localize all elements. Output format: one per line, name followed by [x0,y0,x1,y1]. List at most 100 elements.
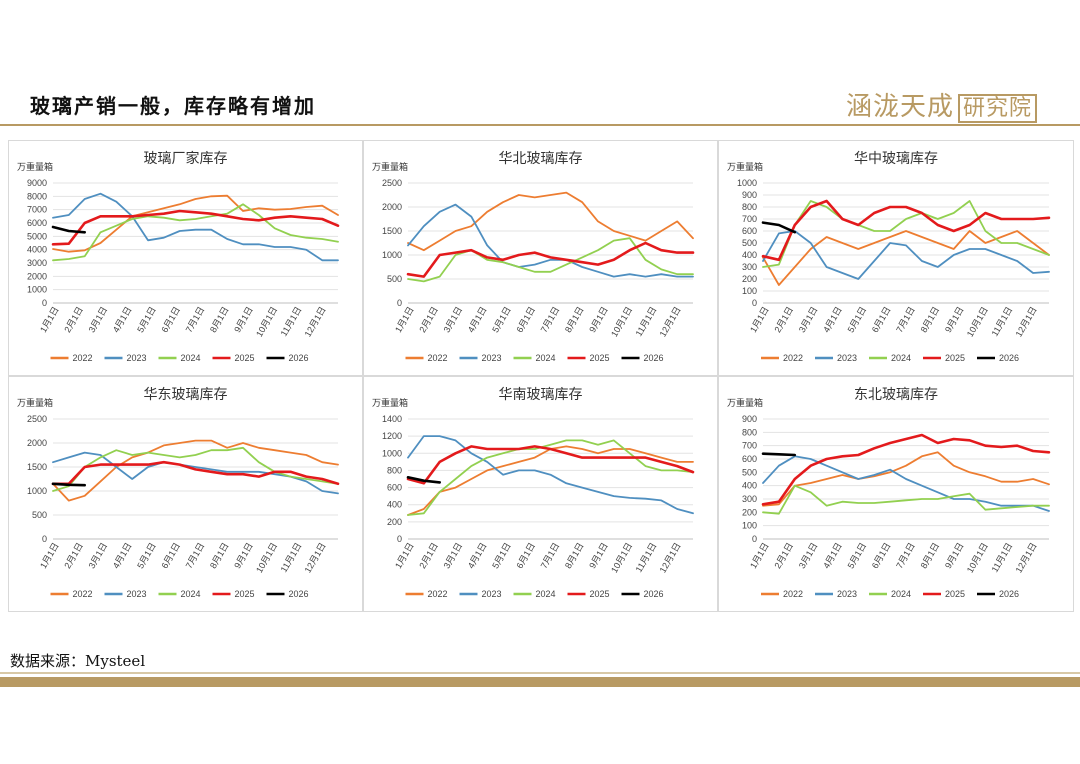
x-tick-label: 8月1日 [563,305,586,334]
legend-label-2025: 2025 [235,353,255,363]
y-tick-label: 500 [32,510,47,520]
chart-title: 华中玻璃库存 [854,150,938,166]
legend-label-2025: 2025 [590,589,610,599]
x-tick-label: 10月1日 [965,305,990,339]
logo-box-text: 研究院 [958,94,1038,123]
y-tick-label: 200 [387,517,402,527]
x-tick-label: 2月1日 [62,305,85,334]
legend-label-2023: 2023 [482,589,502,599]
chart-panel-east: 华东玻璃库存 万重量箱 0 500 1000 1500 2000 2500 1月1日 2月1日 3月… [8,376,363,612]
legend-label-2024: 2024 [536,589,556,599]
x-tick-label: 1月1日 [38,541,61,570]
x-tick-label: 8月1日 [563,541,586,570]
y-tick-label: 0 [397,534,402,544]
x-tick-label: 5月1日 [490,541,513,570]
x-tick-label: 12月1日 [1014,305,1039,339]
x-tick-label: 7月1日 [539,541,562,570]
y-tick-label: 0 [397,298,402,308]
y-tick-label: 2500 [382,178,402,188]
legend-label-2026: 2026 [644,589,664,599]
legend-label-2024: 2024 [891,353,911,363]
x-tick-label: 4月1日 [466,541,489,570]
x-tick-label: 3月1日 [87,305,110,334]
chart-panel-northeast: 东北玻璃库存 万重量箱 0 100 200 300 400 500 600 700 800 900 1月… [718,376,1074,612]
x-tick-label: 2月1日 [772,305,795,334]
x-tick-label: 9月1日 [232,541,255,570]
x-tick-label: 3月1日 [442,305,465,334]
y-tick-label: 2500 [27,414,47,424]
y-tick-label: 800 [742,427,757,437]
y-tick-label: 0 [42,534,47,544]
x-tick-label: 5月1日 [135,541,158,570]
legend-label-2025: 2025 [590,353,610,363]
series-line-2022 [407,191,694,252]
x-tick-label: 6月1日 [159,305,182,334]
chart-panel-north: 华北玻璃库存 万重量箱 0 500 1000 1500 2000 2500 1月1日 2月1日 3月… [363,140,718,376]
chart-title: 华南玻璃库存 [499,386,583,402]
legend-label-2026: 2026 [999,353,1019,363]
page-title: 玻璃产销一般，库存略有增加 [30,94,316,118]
y-tick-label: 7000 [27,205,47,215]
series-line-2025 [406,445,695,485]
y-tick-label: 0 [752,298,757,308]
x-tick-label: 1月1日 [38,305,61,334]
legend-label-2022: 2022 [73,353,93,363]
x-tick-label: 9月1日 [232,305,255,334]
y-tick-label: 800 [742,202,757,212]
x-tick-label: 1月1日 [748,541,771,570]
chart-title: 玻璃厂家库存 [144,150,228,166]
x-tick-label: 10月1日 [609,541,634,575]
header-rule [0,124,1080,126]
y-tick-label: 8000 [27,191,47,201]
x-tick-label: 1月1日 [748,305,771,334]
legend-label-2023: 2023 [837,353,857,363]
x-tick-label: 3月1日 [87,541,110,570]
x-tick-label: 6月1日 [514,305,537,334]
x-tick-label: 3月1日 [442,541,465,570]
series-line-2024 [762,200,1050,268]
x-tick-label: 5月1日 [846,305,869,334]
x-tick-label: 8月1日 [208,541,231,570]
chart-unit-label: 万重量箱 [727,397,763,408]
y-tick-label: 800 [387,465,402,475]
legend-label-2025: 2025 [945,589,965,599]
series-line-2023 [762,230,1050,280]
series-line-2023 [407,435,694,515]
x-tick-label: 2月1日 [772,541,795,570]
x-tick-label: 5月1日 [135,305,158,334]
series-line-2026 [406,476,441,484]
x-tick-label: 9月1日 [943,305,966,334]
y-tick-label: 0 [752,534,757,544]
legend-label-2025: 2025 [945,353,965,363]
y-tick-label: 500 [742,467,757,477]
y-tick-label: 2000 [382,202,402,212]
y-tick-label: 2000 [27,438,47,448]
x-tick-label: 11月1日 [279,541,304,574]
x-tick-label: 4月1日 [821,305,844,334]
x-tick-label: 7月1日 [184,541,207,570]
chart-title: 华北玻璃库存 [499,150,583,166]
legend-label-2026: 2026 [289,353,309,363]
legend-label-2022: 2022 [428,589,448,599]
legend-label-2026: 2026 [289,589,309,599]
series-line-2022 [52,439,339,502]
legend-label-2023: 2023 [482,353,502,363]
y-tick-label: 300 [742,494,757,504]
x-tick-label: 9月1日 [587,541,610,570]
x-tick-label: 11月1日 [634,541,659,574]
x-tick-label: 10月1日 [609,305,634,339]
y-tick-label: 9000 [27,178,47,188]
y-tick-label: 3000 [27,258,47,268]
y-tick-label: 1400 [382,414,402,424]
y-tick-label: 300 [742,262,757,272]
x-tick-label: 12月1日 [1014,541,1039,575]
legend-label-2023: 2023 [837,589,857,599]
x-tick-label: 4月1日 [466,305,489,334]
x-tick-label: 3月1日 [797,305,820,334]
y-tick-label: 400 [742,250,757,260]
legend-label-2024: 2024 [181,589,201,599]
y-tick-label: 1200 [382,431,402,441]
chart-title: 华东玻璃库存 [144,386,228,402]
legend-label-2023: 2023 [127,589,147,599]
